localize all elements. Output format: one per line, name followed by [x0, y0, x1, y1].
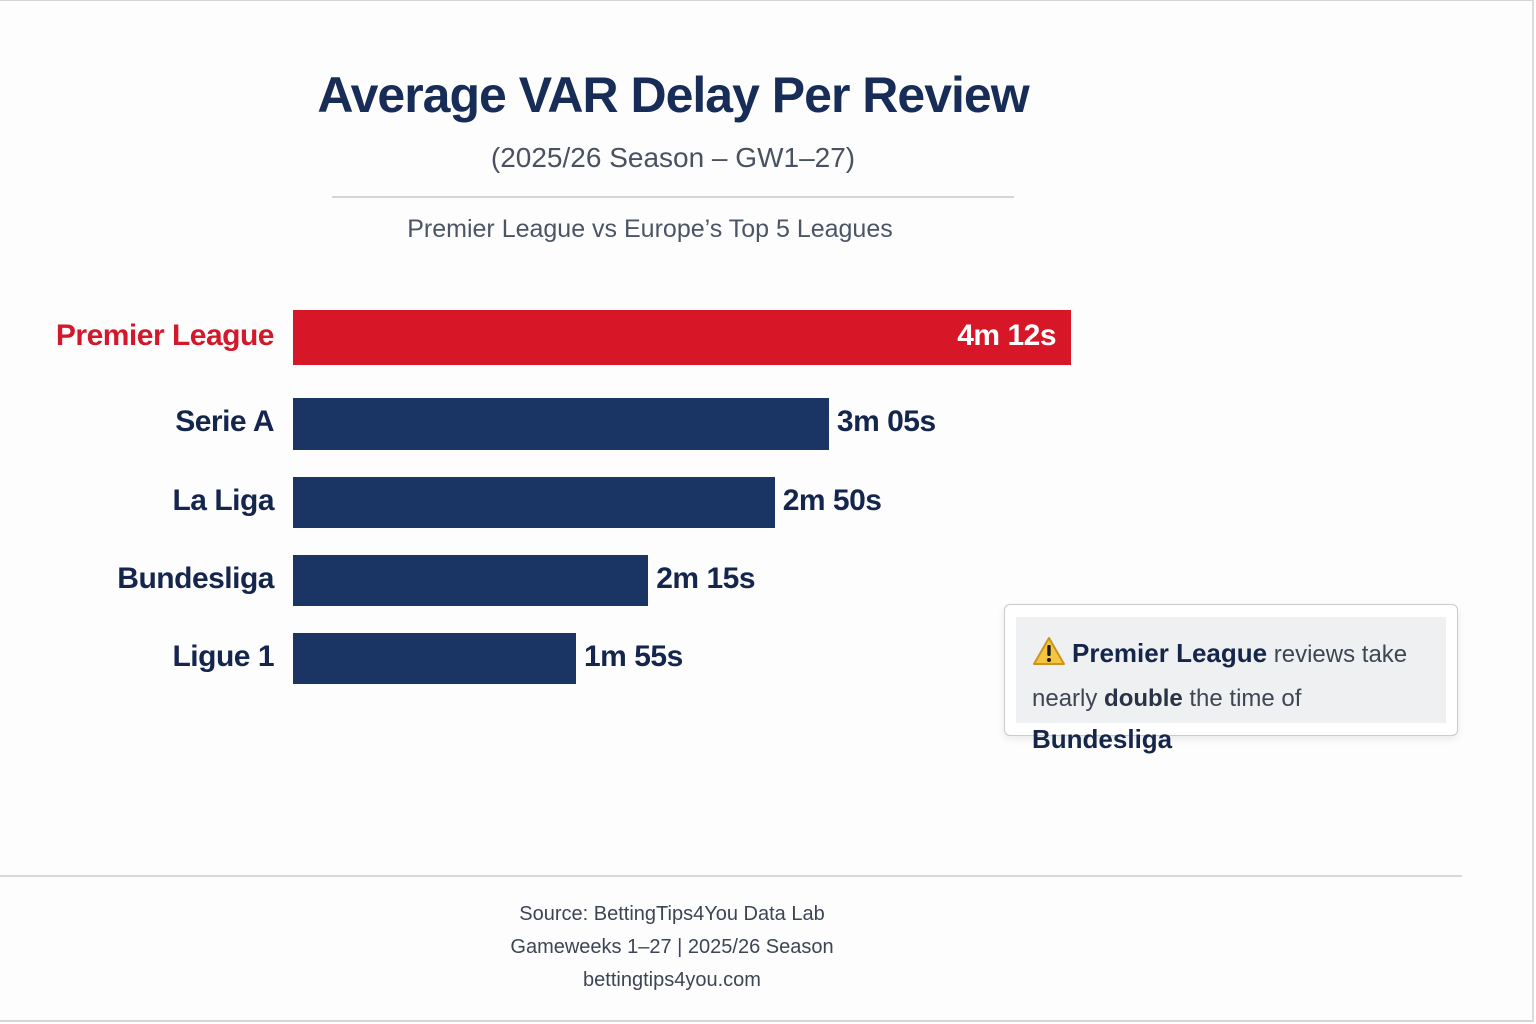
bar-ligue-1: [293, 633, 576, 684]
category-label: La Liga: [172, 483, 274, 517]
value-label: 2m 15s: [656, 561, 755, 595]
category-label: Ligue 1: [172, 639, 274, 673]
category-label: Bundesliga: [117, 561, 274, 595]
category-label: Serie A: [175, 405, 274, 438]
callout-text: Premier League reviews take nearly doubl…: [1016, 617, 1446, 754]
footer-website: bettingtips4you.com: [583, 969, 761, 991]
value-label: 1m 55s: [584, 639, 683, 673]
value-label: 3m 05s: [836, 405, 936, 438]
footer-period: Gameweeks 1–27 | 2025/26 Season: [510, 936, 834, 958]
callout-emphasis: double: [1104, 685, 1183, 712]
chart-subtitle: (2025/26 Season – GW1–27): [490, 142, 856, 173]
chart-title: Average VAR Delay Per Review: [317, 67, 1029, 123]
warning-icon: [1032, 636, 1066, 679]
bar-premier-league: [293, 310, 1071, 365]
chart-tagline: Premier League vs Europe’s Top 5 Leagues: [407, 215, 893, 243]
footer-divider: [0, 875, 1462, 877]
insight-callout: Premier League reviews take nearly doubl…: [1004, 604, 1458, 754]
footer-source: Source: BettingTips4You Data Lab: [519, 903, 825, 925]
callout-text-2: nearly: [1032, 685, 1105, 712]
bar-serie-a: [293, 398, 829, 450]
value-label: 2m 50s: [782, 483, 882, 517]
callout-text-1: reviews take: [1267, 641, 1408, 668]
bar-la-liga: [293, 477, 775, 528]
callout-league-b: Bundesliga: [1032, 724, 1173, 754]
title-divider: [332, 196, 1014, 198]
value-label: 4m 12s: [957, 318, 1056, 352]
callout-text-3: the time of: [1182, 685, 1302, 712]
bar-bundesliga: [293, 555, 649, 606]
category-label: Premier League: [55, 318, 275, 352]
callout-league-a: Premier League: [1072, 638, 1268, 668]
